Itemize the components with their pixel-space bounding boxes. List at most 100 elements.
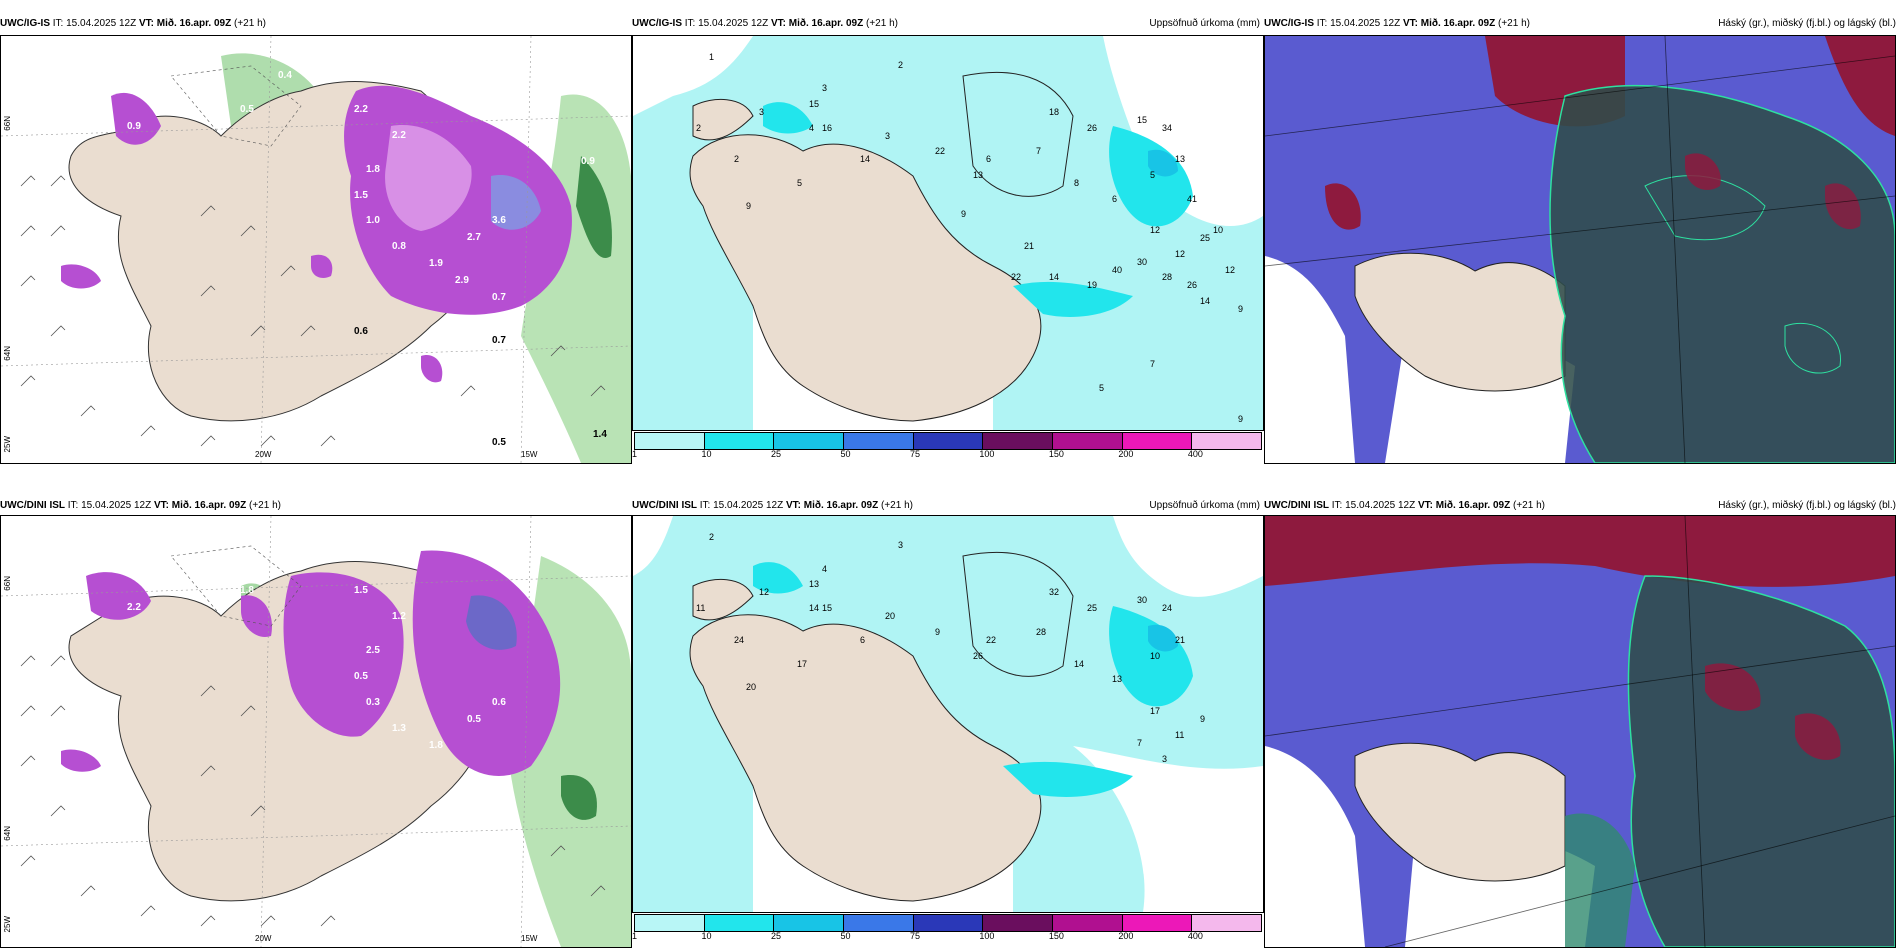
precip-value-label: 4 [822, 564, 828, 574]
model-name: UWC/IG-IS [0, 18, 50, 29]
valid-time: VT: Mið. 16.apr. 09Z [1417, 500, 1511, 511]
lat-label-66n: 66N [3, 576, 12, 591]
precip-value-label: 14 [1074, 659, 1085, 669]
precip-value-label: 14 [1049, 272, 1060, 282]
colorbar-labels: 1 10 25 50 75 100 150 200 400 [632, 449, 1260, 461]
colorbar-label: 150 [1048, 931, 1064, 941]
precip-value-label: 30 [1137, 257, 1148, 267]
precip-value-label: 25 [1200, 233, 1211, 243]
precip-value-label: 17 [797, 659, 808, 669]
colorbar-label: 150 [1048, 449, 1064, 459]
precip-value-label: 34 [1162, 123, 1173, 133]
colorbar-cell [774, 915, 845, 931]
precip-colorbar [634, 914, 1262, 932]
model-name: UWC/IG-IS [1264, 18, 1314, 29]
precip-value-label: 14 [1200, 296, 1211, 306]
precip-value-label: 12 [1150, 225, 1161, 235]
cloud-map[interactable] [1264, 35, 1896, 464]
precip-value-label: 1 [709, 52, 715, 62]
precip-value-label: 5 [1099, 383, 1105, 393]
precip-title: Uppsöfnuð úrkoma (mm) [1149, 18, 1260, 29]
contour-value-label: 1.5 [354, 190, 368, 201]
lon-label-20w: 20W [255, 934, 272, 943]
precip-map[interactable]: 2 3 4 12 11 14 20 24 17 20 22 28 14 13 10 13 15 6 9 26 32 30 2… [632, 515, 1264, 913]
precip-value-label: 2 [898, 60, 904, 70]
precip-value-label: 26 [1087, 123, 1098, 133]
model-name: UWC/DINI ISL [632, 500, 697, 511]
precip-value-label: 9 [1238, 304, 1244, 314]
colorbar-cell [983, 433, 1054, 449]
model-name: UWC/DINI ISL [0, 500, 65, 511]
contour-value-label: 1.8 [429, 740, 443, 751]
precip-value-label: 24 [734, 635, 745, 645]
valid-time: VT: Mið. 16.apr. 09Z [785, 500, 879, 511]
init-time: IT: 15.04.2025 12Z [699, 500, 784, 511]
precip-value-label: 10 [1150, 651, 1161, 661]
contour-value-label: 3.7 [140, 559, 154, 570]
wind-snow-map[interactable]: 66N 64N 25W 20W 15W 0.6 0.3 3.7 2.2 1.8 1.5 1.… [0, 515, 632, 948]
precip-map[interactable]: 1 2 3 3 2 4 3 2 5 9 6 7 8 6 5 15 16 14 22 13 18 15 26 34 13 12 12 2… [632, 35, 1264, 431]
colorbar-label: 400 [1187, 449, 1203, 459]
precip-value-label: 32 [1049, 587, 1060, 597]
precip-value-label: 19 [1087, 280, 1098, 290]
colorbar-cell [1053, 433, 1123, 449]
colorbar-label: 400 [1187, 931, 1203, 941]
contour-value-label: 0.8 [392, 241, 406, 252]
colorbar-cell [704, 915, 775, 931]
model-name: UWC/IG-IS [632, 18, 682, 29]
model-name: UWC/DINI ISL [1264, 500, 1329, 511]
precip-value-label: 16 [822, 123, 833, 133]
cloud-map-graphic [1265, 36, 1895, 463]
precip-value-label: 10 [1213, 225, 1224, 235]
contour-value-label: 0.3 [278, 550, 292, 561]
precip-value-label: 12 [1225, 265, 1236, 275]
wind-snow-map[interactable]: 66N 64N 25W 20W 15W 0.5 0.4 0.3 0.9 0.5 2.2 2.… [0, 35, 632, 464]
lon-label-20w: 20W [255, 450, 272, 459]
contour-value-label: 2.7 [467, 232, 481, 243]
precip-value-label: 26 [973, 651, 984, 661]
panel-header: UWC/IG-IS IT: 15.04.2025 12Z VT: Mið. 16… [632, 16, 1264, 32]
panel-row2-right: UWC/DINI ISL IT: 15.04.2025 12Z VT: Mið.… [1264, 498, 1900, 950]
contour-value-label: 0.5 [492, 437, 506, 448]
precip-value-label: 2 [734, 154, 740, 164]
precip-value-label: 9 [746, 201, 752, 211]
precip-value-label: 21 [1175, 635, 1186, 645]
precip-value-label: 5 [797, 178, 803, 188]
precip-value-label: 14 [860, 154, 871, 164]
contour-value-label: 0.4 [429, 79, 443, 90]
contour-value-label: 0.9 [127, 121, 141, 132]
precip-value-label: 8 [1074, 178, 1080, 188]
colorbar-cell [635, 915, 705, 931]
precip-value-label: 6 [860, 635, 866, 645]
colorbar-cell [774, 433, 845, 449]
colorbar-cell [913, 433, 984, 449]
panel-header: UWC/IG-IS IT: 15.04.2025 12Z VT: Mið. 16… [0, 16, 632, 32]
precip-value-label: 28 [1036, 627, 1047, 637]
colorbar-label: 10 [701, 449, 712, 459]
colorbar-label: 1 [632, 931, 638, 941]
colorbar-label: 200 [1118, 931, 1134, 941]
wind-snow-map-graphic [1, 36, 631, 463]
contour-value-label: 2.2 [354, 104, 368, 115]
contour-value-label: 1.8 [366, 164, 380, 175]
contour-value-label: 2.5 [366, 645, 380, 656]
contour-value-label: 0.5 [354, 671, 368, 682]
lon-label-25w: 25W [3, 916, 12, 933]
colorbar-cell [1192, 915, 1262, 931]
precip-colorbar [634, 432, 1262, 450]
precip-value-label: 24 [1162, 603, 1173, 613]
cloud-map[interactable] [1264, 515, 1896, 948]
colorbar-cell [983, 915, 1054, 931]
colorbar-cell [1122, 915, 1193, 931]
init-time: IT: 15.04.2025 12Z [1316, 18, 1401, 29]
precip-value-label: 6 [1112, 194, 1118, 204]
colorbar-cell [704, 433, 775, 449]
init-time: IT: 15.04.2025 12Z [67, 500, 152, 511]
cloud-title: Háský (gr.), miðský (fj.bl.) og lágský (… [1718, 18, 1896, 29]
precip-value-label: 3 [885, 131, 891, 141]
contour-value-label: 2.9 [455, 275, 469, 286]
contour-value-label: 0.7 [492, 335, 506, 346]
contour-value-label: 1.4 [593, 429, 607, 440]
precip-value-label: 13 [1112, 674, 1123, 684]
precip-value-label: 3 [822, 83, 828, 93]
